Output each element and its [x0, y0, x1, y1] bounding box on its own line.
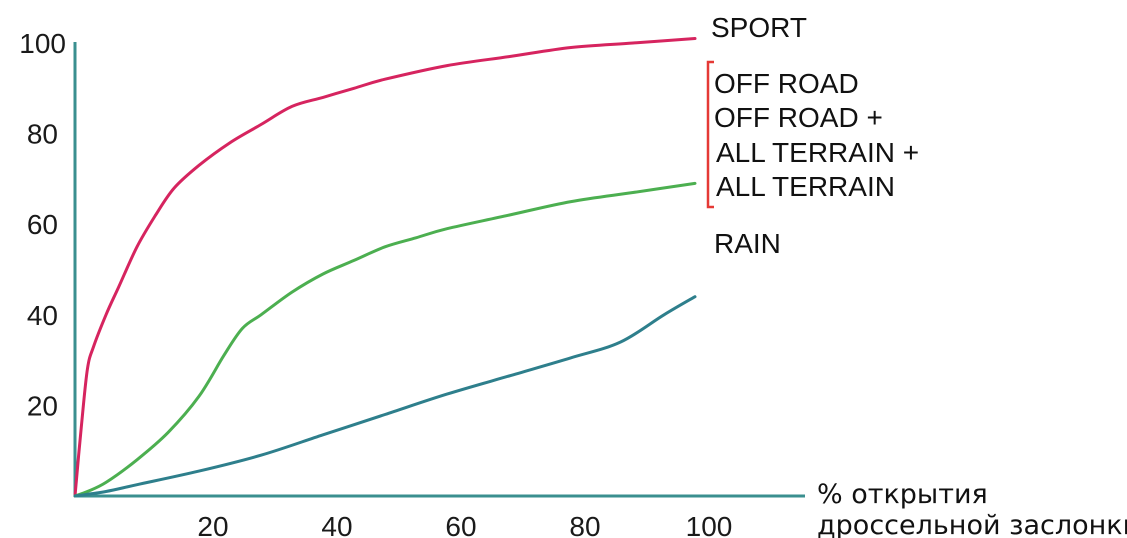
series-line-sport: [73, 37, 697, 498]
label-rain: RAIN: [714, 228, 781, 259]
x-tick-labels: 20 40 60 80 100: [197, 511, 732, 538]
series-lines: [73, 37, 697, 498]
y-tick-label-40: 40: [27, 300, 58, 331]
x-tick-label-100: 100: [686, 511, 733, 538]
label-off-road-plus: OFF ROAD +: [714, 102, 883, 133]
y-tick-label-100: 100: [19, 28, 66, 59]
x-tick-label-80: 80: [569, 511, 600, 538]
y-tick-label-80: 80: [27, 119, 58, 150]
label-sport: SPORT: [711, 12, 807, 43]
series-line-rain: [73, 295, 697, 498]
x-axis-title-line-2: дроссельной заслонки: [817, 510, 1127, 538]
y-tick-label-20: 20: [27, 390, 58, 421]
label-all-terrain: ALL TERRAIN: [716, 171, 895, 202]
label-all-terrain-plus: ALL TERRAIN +: [716, 137, 919, 168]
x-axis-title-line-1: % открытия: [817, 479, 988, 510]
y-tick-labels: 20 40 60 80 100: [19, 28, 66, 421]
label-off-road: OFF ROAD: [714, 68, 859, 99]
series-group-bracket: [706, 60, 714, 209]
x-tick-label-60: 60: [445, 511, 476, 538]
y-tick-label-60: 60: [27, 209, 58, 240]
x-tick-label-20: 20: [197, 511, 228, 538]
axes: [73, 42, 805, 498]
series-line-offroad: [73, 181, 697, 498]
x-tick-label-40: 40: [321, 511, 352, 538]
